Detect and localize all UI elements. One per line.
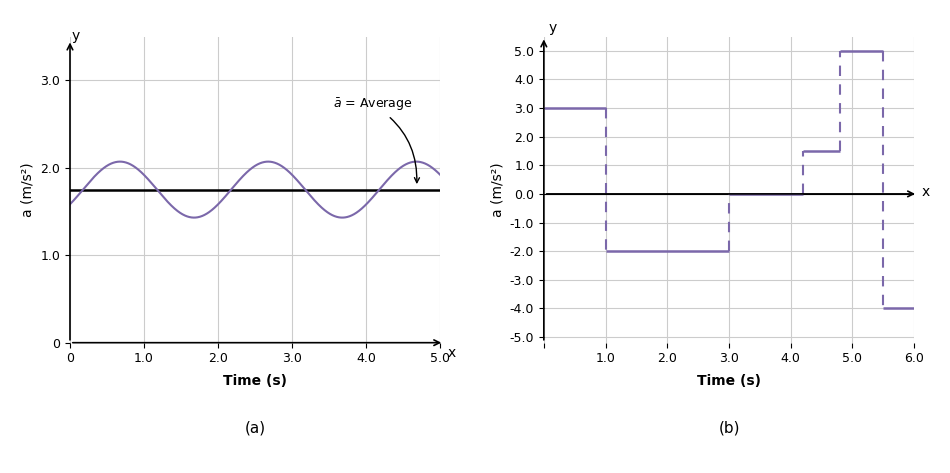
X-axis label: Time (s): Time (s): [697, 374, 761, 388]
Text: x: x: [447, 346, 456, 360]
Text: (b): (b): [718, 421, 740, 436]
X-axis label: Time (s): Time (s): [223, 374, 287, 388]
Text: x: x: [922, 185, 930, 200]
Text: (a): (a): [244, 421, 266, 436]
Text: y: y: [72, 29, 80, 43]
Text: $\bar{a}$ = Average: $\bar{a}$ = Average: [332, 96, 420, 183]
Y-axis label: a (m/s²): a (m/s²): [21, 162, 35, 217]
Text: y: y: [549, 21, 558, 35]
Y-axis label: a (m/s²): a (m/s²): [490, 162, 504, 217]
